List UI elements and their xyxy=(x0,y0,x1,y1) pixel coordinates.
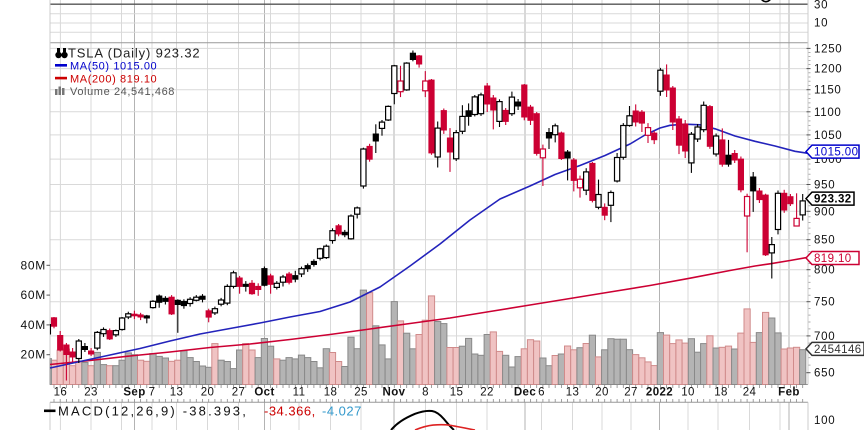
svg-text:100: 100 xyxy=(814,415,835,427)
svg-text:20M: 20M xyxy=(21,348,46,362)
svg-text:8: 8 xyxy=(422,387,429,399)
svg-text:2022: 2022 xyxy=(646,387,673,399)
svg-text:25: 25 xyxy=(354,387,368,399)
svg-text:650: 650 xyxy=(814,368,835,380)
svg-text:1200: 1200 xyxy=(814,64,842,76)
svg-text:900: 900 xyxy=(814,206,835,218)
svg-text:11: 11 xyxy=(293,387,306,399)
svg-text:13: 13 xyxy=(170,387,184,399)
svg-text:27: 27 xyxy=(624,387,638,399)
svg-text:16: 16 xyxy=(54,387,68,399)
svg-text:18: 18 xyxy=(714,387,728,399)
svg-text:1250: 1250 xyxy=(814,43,842,55)
svg-text:20: 20 xyxy=(201,387,215,399)
svg-text:Feb: Feb xyxy=(778,387,800,399)
svg-text:10: 10 xyxy=(814,18,828,30)
svg-text:700: 700 xyxy=(814,331,835,343)
svg-text:850: 850 xyxy=(814,235,835,247)
svg-text:15: 15 xyxy=(450,387,464,399)
svg-text:-4.027: -4.027 xyxy=(322,404,362,419)
svg-text:950: 950 xyxy=(814,180,835,192)
svg-text:Dec: Dec xyxy=(514,387,537,399)
svg-text:Sep: Sep xyxy=(123,387,145,399)
svg-text:27: 27 xyxy=(232,387,246,399)
svg-text:923.32: 923.32 xyxy=(814,194,852,206)
svg-text:750: 750 xyxy=(814,297,835,309)
svg-text:1050: 1050 xyxy=(814,130,842,142)
svg-text:-34.366,: -34.366, xyxy=(264,404,316,419)
svg-text:TSLA (Daily) 923.32: TSLA (Daily) 923.32 xyxy=(68,46,200,61)
svg-text:23: 23 xyxy=(84,387,98,399)
svg-text:MA(200) 819.10: MA(200) 819.10 xyxy=(70,73,157,85)
svg-text:2454146: 2454146 xyxy=(814,344,862,356)
svg-text:MACD(12,26,9) -38.393,: MACD(12,26,9) -38.393, xyxy=(58,404,248,419)
svg-text:80M: 80M xyxy=(21,258,46,272)
svg-text:30: 30 xyxy=(814,0,828,12)
svg-text:13: 13 xyxy=(566,387,580,399)
svg-text:819.10: 819.10 xyxy=(814,253,852,265)
svg-text:1100: 1100 xyxy=(814,107,842,119)
svg-text:18: 18 xyxy=(324,387,338,399)
svg-text:MA(50) 1015.00: MA(50) 1015.00 xyxy=(70,61,157,73)
svg-text:40M: 40M xyxy=(21,318,46,332)
svg-text:10: 10 xyxy=(681,387,695,399)
svg-text:Volume 24,541,468: Volume 24,541,468 xyxy=(70,86,175,98)
svg-text:1150: 1150 xyxy=(814,85,842,97)
svg-text:20: 20 xyxy=(595,387,609,399)
svg-text:22: 22 xyxy=(480,387,494,399)
svg-text:800: 800 xyxy=(814,265,835,277)
svg-text:Nov: Nov xyxy=(383,387,406,399)
svg-text:24: 24 xyxy=(743,387,757,399)
svg-text:60M: 60M xyxy=(21,288,46,302)
svg-text:Oct: Oct xyxy=(254,387,274,399)
svg-text:1015.00: 1015.00 xyxy=(814,147,858,159)
svg-text:7: 7 xyxy=(149,387,156,399)
svg-text:6: 6 xyxy=(538,387,545,399)
